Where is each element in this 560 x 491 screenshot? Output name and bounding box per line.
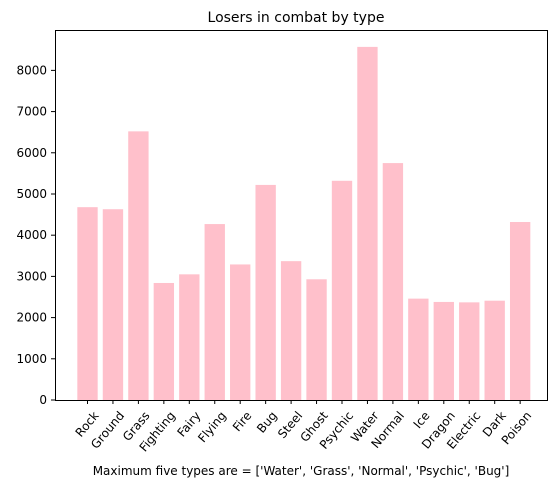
y-tick-label: 3000 xyxy=(16,269,47,283)
bar-flying xyxy=(204,224,225,400)
bars-group xyxy=(77,46,531,401)
bar-fire xyxy=(230,264,251,400)
bar-poison xyxy=(509,222,531,400)
plot-frame xyxy=(55,30,548,401)
y-tick-label: 7000 xyxy=(16,105,47,119)
bar-bug xyxy=(255,184,276,400)
chart-title: Losers in combat by type xyxy=(208,10,385,26)
bar-grass xyxy=(128,131,149,401)
y-tick-label: 1000 xyxy=(16,352,47,366)
bar-normal xyxy=(382,163,404,400)
bar-dark xyxy=(484,300,505,400)
bar-psychic xyxy=(331,180,353,400)
x-tick-label: Fire xyxy=(230,409,254,434)
bar-ice xyxy=(408,298,429,400)
bar-water xyxy=(357,46,378,400)
y-tick-label: 5000 xyxy=(16,187,47,201)
bar-steel xyxy=(280,261,302,400)
y-tick-label: 0 xyxy=(39,393,47,407)
bar-electric xyxy=(459,302,480,400)
bar-rock xyxy=(77,207,98,400)
y-tick-label: 4000 xyxy=(16,228,47,242)
x-axis-label: Maximum five types are = ['Water', 'Gras… xyxy=(93,464,510,478)
bar-ghost xyxy=(306,279,327,400)
y-tick-label: 8000 xyxy=(16,63,47,77)
bar-fighting xyxy=(153,282,175,400)
bar-fairy xyxy=(179,274,200,400)
y-tick-label: 2000 xyxy=(16,311,47,325)
y-tick-label: 6000 xyxy=(16,146,47,160)
bar-ground xyxy=(102,209,124,400)
bar-dragon xyxy=(433,301,454,400)
x-tick-label: Ice xyxy=(411,409,433,431)
y-axis: 0 1000 2000 3000 4000 5000 6000 7000 8000 xyxy=(16,63,55,407)
x-tick-label: Flying xyxy=(195,409,229,446)
